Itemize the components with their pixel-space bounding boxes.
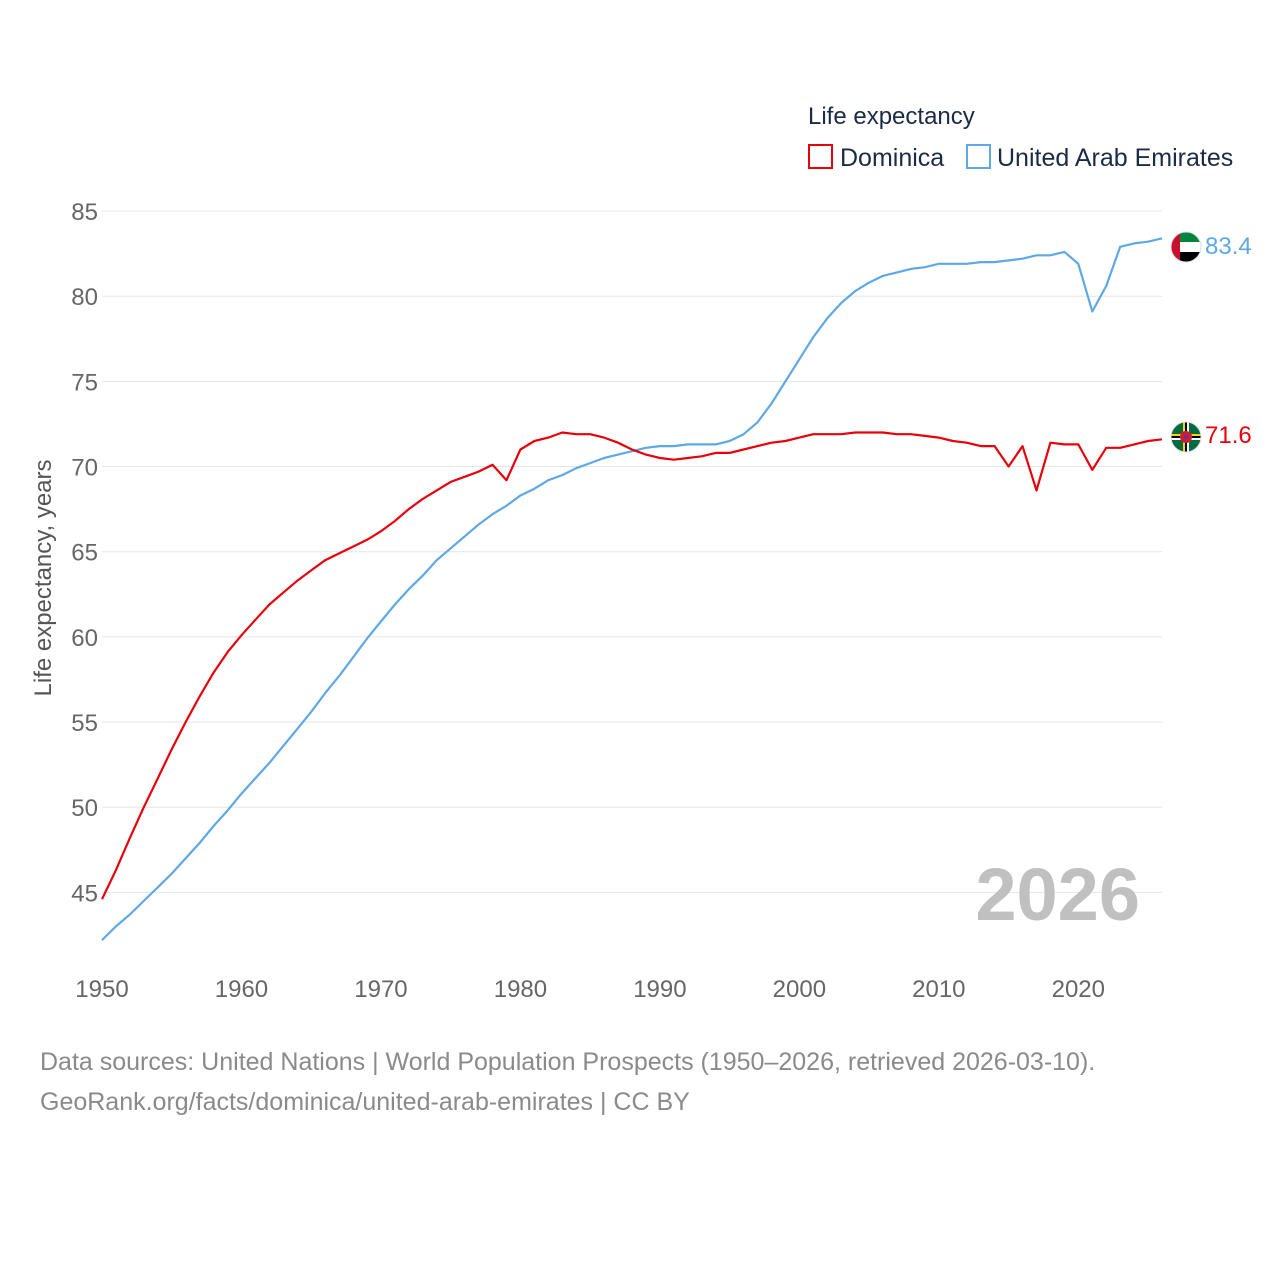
legend-swatch-dominica [808,144,833,169]
source-link[interactable]: GeoRank.org/facts/dominica/united-arab-e… [40,1088,690,1116]
y-tick-label: 85 [71,199,98,226]
x-axis-ticks: 1950 1960 1970 1980 1990 2000 2010 2020 [75,976,1105,1003]
gridlines [102,210,1162,893]
year-watermark: 2026 [975,853,1140,936]
x-tick-label: 2010 [912,976,965,1003]
dominica-end-value: 71.6 [1205,422,1252,449]
y-tick-label: 70 [71,455,98,482]
y-tick-label: 50 [71,795,98,822]
legend-title: Life expectancy [808,103,975,130]
y-tick-label: 80 [71,284,98,311]
x-tick-label: 1950 [75,976,128,1003]
dominica-flag-icon [1171,422,1201,452]
x-tick-label: 1980 [494,976,547,1003]
y-axis-title: Life expectancy, years [30,459,57,696]
x-tick-label: 2020 [1052,976,1105,1003]
x-tick-label: 1970 [354,976,407,1003]
x-tick-label: 1990 [633,976,686,1003]
x-tick-label: 2000 [773,976,826,1003]
y-tick-label: 45 [71,880,98,907]
footer: Data sources: United Nations | World Pop… [40,1042,1095,1122]
y-tick-label: 55 [71,710,98,737]
life-expectancy-chart: Life expectancy Dominica United Arab Emi… [30,103,1252,1003]
y-axis-ticks: 45 50 55 60 65 70 75 80 85 [71,199,98,907]
uae-flag-icon [1171,232,1201,262]
legend-item-uae[interactable]: United Arab Emirates [966,144,1233,172]
uae-end-value: 83.4 [1205,233,1252,260]
series-line-united-arab-emirates [101,237,1163,941]
x-tick-label: 1960 [215,976,268,1003]
series-line-dominica [101,431,1163,900]
data-source-text: Data sources: United Nations | World Pop… [40,1048,1096,1076]
y-tick-label: 65 [71,540,98,567]
series-lines [101,237,1163,941]
y-tick-label: 75 [71,369,98,396]
legend-swatch-uae [966,144,991,169]
legend-item-dominica[interactable]: Dominica [808,144,944,172]
y-tick-label: 60 [71,625,98,652]
legend-label-dominica: Dominica [840,144,944,172]
legend-label-uae: United Arab Emirates [997,144,1233,172]
